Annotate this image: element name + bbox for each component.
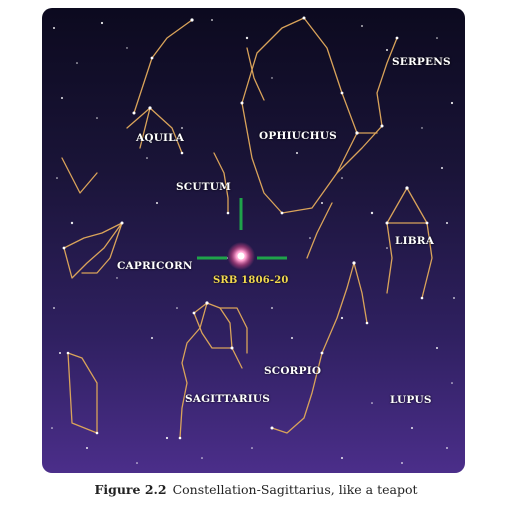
caption-text: Constellation-Sagittarius, like a teapot [172,482,418,497]
label-scorpio: SCORPIO [264,365,322,377]
ophiuchus-lines [241,17,358,214]
scutum-lines [213,152,229,214]
capricorn-lines [63,222,123,279]
label-libra: LIBRA [395,235,435,247]
sagittarius-lines [193,302,243,369]
label-ophiuchus: OPHIUCHUS [259,130,337,142]
figure-caption: Figure 2.2 Constellation-Sagittarius, lik… [0,482,512,497]
aquila-lines [133,19,193,114]
label-srb-1806-20: SRB 1806-20 [213,275,289,286]
left-quad-lines [67,352,98,434]
constellation-lines [51,16,455,464]
scorpio-lines [271,262,355,434]
label-aquila: AQUILA [136,132,185,144]
label-capricorn: CAPRICORN [117,260,193,272]
label-serpens: SERPENS [392,56,451,68]
figure-number: Figure 2.2 [94,482,167,497]
background-stars [51,19,455,464]
label-lupus: LUPUS [390,394,432,406]
srb-marker [197,198,287,270]
star-map: AQUILA OPHIUCHUS SERPENS SCUTUM CAPRICOR… [42,8,465,473]
label-sagittarius: SAGITTARIUS [185,393,271,405]
label-scutum: SCUTUM [176,181,231,193]
serpens-lines [376,37,398,127]
